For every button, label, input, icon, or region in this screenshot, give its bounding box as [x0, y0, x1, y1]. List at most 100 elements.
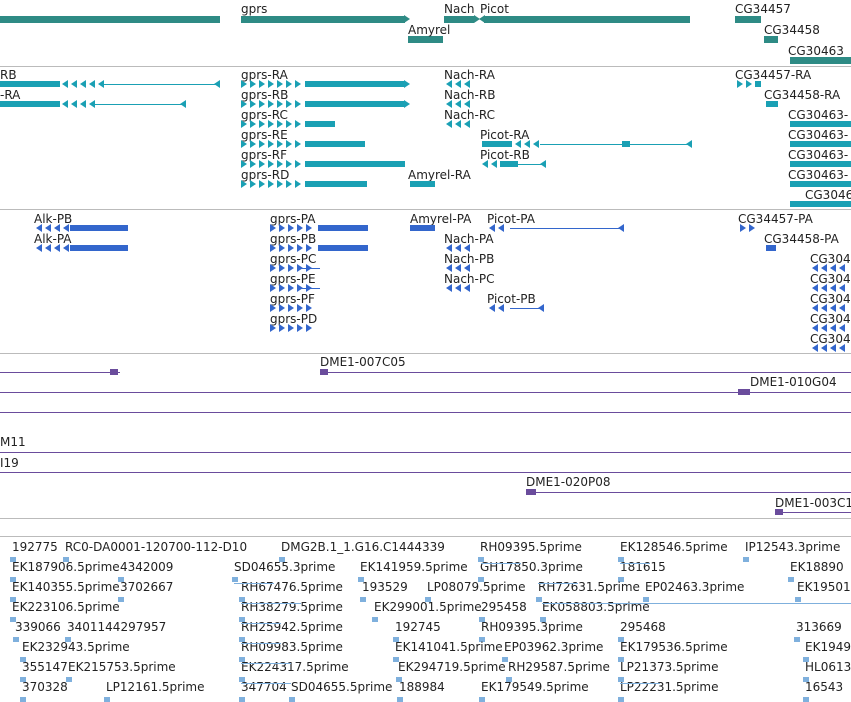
feature-label[interactable]: EK232943.5prime — [22, 640, 130, 654]
feature-label[interactable]: EK141959.5prime — [360, 560, 468, 574]
feature-label[interactable]: 355147 — [22, 660, 68, 674]
feature-block[interactable] — [410, 225, 435, 231]
feature-label[interactable]: Amyrel-RA — [408, 168, 471, 182]
est-mark[interactable] — [478, 557, 484, 562]
feature-label[interactable]: 3401144297957 — [67, 620, 167, 634]
feature-label[interactable]: EK187906.5prime — [12, 560, 120, 574]
feature-label[interactable]: Nach-RC — [444, 108, 495, 122]
feature-block[interactable] — [790, 141, 851, 147]
est-mark[interactable] — [803, 657, 809, 662]
feature-block[interactable] — [755, 81, 761, 87]
est-mark[interactable] — [618, 677, 624, 682]
feature-label[interactable]: DMG2B.1_1.G16.C1444339 — [281, 540, 445, 554]
est-mark[interactable] — [794, 637, 800, 642]
est-mark[interactable] — [118, 597, 124, 602]
feature-label[interactable]: RH09395.5prime — [480, 540, 582, 554]
feature-label[interactable]: CG30463- — [788, 128, 849, 142]
est-mark[interactable] — [618, 697, 624, 702]
feature-label[interactable]: CG3046 — [805, 188, 851, 202]
feature-label[interactable]: RH29587.5prime — [508, 660, 610, 674]
feature-label[interactable]: Amyrel — [408, 23, 451, 37]
feature-label[interactable]: Picot-PA — [487, 212, 535, 226]
feature-label[interactable]: -RA — [0, 88, 21, 102]
est-mark[interactable] — [239, 657, 245, 662]
feature-label[interactable]: EK18890 — [790, 560, 844, 574]
feature-label[interactable]: EK179549.5prime — [481, 680, 589, 694]
feature-label[interactable]: CG304 — [810, 272, 851, 286]
feature-label[interactable]: gprs-PE — [270, 272, 316, 286]
est-mark[interactable] — [65, 637, 71, 642]
feature-block[interactable] — [70, 225, 128, 231]
feature-label[interactable]: HL0613 — [805, 660, 851, 674]
feature-label[interactable]: 313669 — [796, 620, 842, 634]
est-mark[interactable] — [618, 557, 624, 562]
est-mark[interactable] — [396, 677, 402, 682]
feature-block[interactable] — [790, 181, 851, 187]
feature-label[interactable]: EK179536.5prime — [620, 640, 728, 654]
feature-label[interactable]: 4342009 — [120, 560, 174, 574]
feature-label[interactable]: Picot — [480, 2, 509, 16]
feature-label[interactable]: 193529 — [362, 580, 408, 594]
feature-block[interactable] — [305, 181, 367, 187]
feature-label[interactable]: EK223106.5prime — [12, 600, 120, 614]
feature-label[interactable]: EK128546.5prime — [620, 540, 728, 554]
est-mark[interactable] — [372, 617, 378, 622]
feature-label[interactable]: Nach-PC — [444, 272, 495, 286]
gene-span[interactable] — [790, 57, 851, 64]
est-mark[interactable] — [643, 597, 649, 602]
feature-label[interactable]: EK294719.5prime — [398, 660, 506, 674]
est-mark[interactable] — [393, 657, 399, 662]
feature-label[interactable]: EK140355.5prime — [12, 580, 120, 594]
feature-label[interactable]: EK19501 — [797, 580, 851, 594]
feature-label[interactable]: CG34458-PA — [764, 232, 839, 246]
est-mark[interactable] — [279, 557, 285, 562]
feature-block[interactable] — [790, 121, 851, 127]
feature-label[interactable]: CG34457 — [735, 2, 791, 16]
feature-label[interactable]: CG30463 — [788, 44, 844, 58]
feature-label[interactable]: Alk-PA — [34, 232, 72, 246]
feature-label[interactable]: LP12161.5prime — [106, 680, 205, 694]
feature-label[interactable]: DME1-007C05 — [320, 355, 406, 369]
est-mark[interactable] — [393, 637, 399, 642]
est-mark[interactable] — [104, 697, 110, 702]
feature-block[interactable] — [305, 161, 405, 167]
feature-label[interactable]: DME1-003C1 — [775, 496, 851, 510]
feature-label[interactable]: CG34458-RA — [764, 88, 841, 102]
est-mark[interactable] — [13, 637, 19, 642]
feature-label[interactable]: M11 — [0, 435, 26, 449]
feature-label[interactable]: 295458 — [481, 600, 527, 614]
gene-span[interactable] — [484, 16, 690, 23]
feature-label[interactable]: IP12543.3prime — [745, 540, 841, 554]
est-mark[interactable] — [20, 677, 26, 682]
feature-block[interactable] — [318, 225, 368, 231]
feature-label[interactable]: Picot-RB — [480, 148, 530, 162]
feature-label[interactable]: CG34458 — [764, 23, 820, 37]
feature-label[interactable]: LP08079.5prime — [427, 580, 526, 594]
est-mark[interactable] — [20, 697, 26, 702]
feature-label[interactable]: DME1-020P08 — [526, 475, 611, 489]
feature-block[interactable] — [305, 81, 405, 87]
gene-span[interactable] — [764, 36, 778, 43]
feature-label[interactable]: CG30463- — [788, 148, 849, 162]
est-mark[interactable] — [232, 577, 238, 582]
gene-span[interactable] — [241, 16, 405, 23]
feature-block[interactable] — [790, 161, 851, 167]
feature-block[interactable] — [766, 245, 776, 251]
feature-block[interactable] — [305, 121, 335, 127]
est-mark[interactable] — [803, 697, 809, 702]
feature-label[interactable]: CG304 — [810, 312, 851, 326]
est-mark[interactable] — [10, 557, 16, 562]
est-mark[interactable] — [478, 577, 484, 582]
feature-block[interactable] — [766, 101, 778, 107]
feature-label[interactable]: DME1-010G04 — [750, 375, 837, 389]
est-mark[interactable] — [289, 697, 295, 702]
feature-label[interactable]: CG304 — [810, 332, 851, 346]
est-mark[interactable] — [358, 577, 364, 582]
feature-label[interactable]: SD04655.3prime — [234, 560, 336, 574]
est-mark[interactable] — [425, 597, 431, 602]
clone-end[interactable] — [526, 489, 536, 495]
est-mark[interactable] — [743, 557, 749, 562]
feature-label[interactable]: gprs-RE — [241, 128, 288, 142]
est-mark[interactable] — [536, 597, 542, 602]
gene-span[interactable] — [735, 16, 761, 23]
